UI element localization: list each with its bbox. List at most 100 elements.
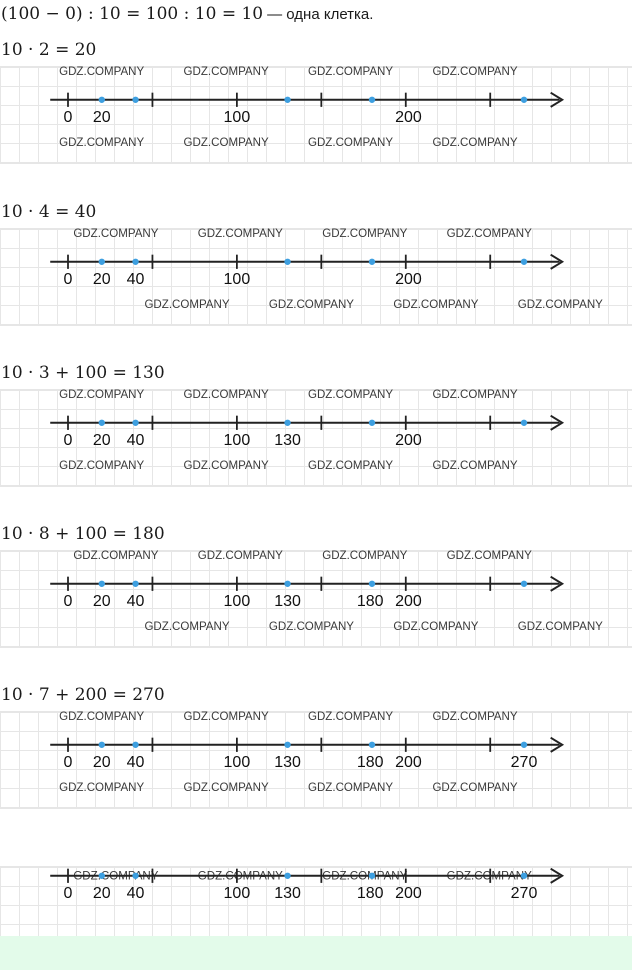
- watermark: GDZ.COMPANY: [308, 711, 393, 723]
- watermark: GDZ.COMPANY: [184, 460, 269, 472]
- watermark: GDZ.COMPANY: [269, 299, 354, 311]
- watermark: GDZ.COMPANY: [308, 137, 393, 149]
- watermark: GDZ.COMPANY: [308, 460, 393, 472]
- grid-paper: [0, 711, 632, 809]
- tick-label: 100: [224, 432, 251, 449]
- point-marker: [98, 872, 105, 879]
- watermark: GDZ.COMPANY: [73, 550, 158, 562]
- step-equation: 10 · 4 = 40: [1, 202, 97, 222]
- grid-paper: [0, 66, 632, 164]
- watermark: GDZ.COMPANY: [198, 550, 283, 562]
- watermark: GDZ.COMPANY: [308, 389, 393, 401]
- watermark: GDZ.COMPANY: [432, 137, 517, 149]
- header-note: — одна клетка.: [267, 6, 374, 23]
- tick-label: 20: [93, 271, 111, 288]
- tick-label: 200: [395, 885, 422, 902]
- tick-label: 0: [64, 109, 73, 126]
- number-line: GDZ.COMPANYGDZ.COMPANYGDZ.COMPANYGDZ.COM…: [50, 867, 565, 902]
- tick-label: 100: [224, 885, 251, 902]
- tick-label: 100: [224, 109, 251, 126]
- watermark: GDZ.COMPANY: [393, 299, 478, 311]
- watermark: GDZ.COMPANY: [308, 782, 393, 794]
- watermark: GDZ.COMPANY: [73, 228, 158, 240]
- watermark: GDZ.COMPANY: [59, 137, 144, 149]
- tick-label: 40: [127, 593, 145, 610]
- point-marker: [132, 741, 139, 748]
- number-line: GDZ.COMPANY GDZ.COMPANY GDZ.COMPANY GDZ.COM…: [50, 66, 565, 149]
- watermark: GDZ.COMPANY: [447, 228, 532, 240]
- point-marker: [520, 580, 528, 587]
- point-marker: [368, 96, 376, 103]
- point-marker: [98, 580, 105, 587]
- point-marker: [520, 419, 528, 426]
- watermark: GDZ.COMPANY: [144, 299, 229, 311]
- axis-arrow: [550, 253, 565, 270]
- tick-label: 270: [511, 754, 538, 771]
- point-marker: [520, 258, 528, 265]
- watermark: GDZ.COMPANY: [322, 550, 407, 562]
- step-equation: 10 · 8 + 100 = 180: [1, 524, 165, 544]
- tick-label: 0: [64, 271, 73, 288]
- point-marker: [368, 872, 376, 879]
- tick-label: 130: [274, 885, 301, 902]
- watermark: GDZ.COMPANY: [432, 389, 517, 401]
- tick-label: 20: [93, 593, 111, 610]
- tick-label: 200: [395, 432, 422, 449]
- grid-paper: [0, 228, 632, 326]
- watermark: GDZ.COMPANY: [198, 228, 283, 240]
- point-marker: [132, 580, 139, 587]
- tick-label: 130: [274, 593, 301, 610]
- tick-label: 180: [357, 754, 384, 771]
- point-marker: [284, 258, 291, 265]
- point-marker: [284, 96, 291, 103]
- grid-paper: [0, 389, 632, 487]
- watermark: GDZ.COMPANY: [184, 711, 269, 723]
- axis-arrow: [550, 414, 565, 431]
- tick-label: 130: [274, 432, 301, 449]
- point-marker: [98, 96, 105, 103]
- tick-label: 270: [511, 885, 538, 902]
- tick-label: 20: [93, 885, 111, 902]
- step-equation: 10 · 2 = 20: [1, 40, 97, 60]
- point-marker: [132, 872, 139, 879]
- tick-label: 130: [274, 754, 301, 771]
- watermark: GDZ.COMPANY: [59, 460, 144, 472]
- point-marker: [132, 258, 139, 265]
- watermark: GDZ.COMPANY: [432, 460, 517, 472]
- tick-label: 20: [93, 109, 111, 126]
- tick-label: 180: [357, 593, 384, 610]
- axis-arrow: [550, 91, 565, 108]
- tick-label: 200: [395, 271, 422, 288]
- watermark: GDZ.COMPANY: [144, 621, 229, 633]
- watermark: GDZ.COMPANY: [518, 299, 603, 311]
- point-marker: [284, 419, 291, 426]
- point-marker: [284, 580, 291, 587]
- tick-label: 20: [93, 432, 111, 449]
- watermark: GDZ.COMPANY: [269, 621, 354, 633]
- footer-band: [0, 936, 632, 970]
- tick-label: 40: [127, 271, 145, 288]
- tick-label: 40: [127, 885, 145, 902]
- point-marker: [368, 741, 376, 748]
- step-equation: 10 · 3 + 100 = 130: [1, 363, 165, 383]
- tick-label: 200: [395, 754, 422, 771]
- tick-label: 40: [127, 754, 145, 771]
- watermark: GDZ.COMPANY: [393, 621, 478, 633]
- point-marker: [520, 872, 528, 879]
- point-marker: [368, 580, 376, 587]
- tick-label: 100: [224, 593, 251, 610]
- tick-label: 0: [64, 885, 73, 902]
- watermark: GDZ.COMPANY: [432, 66, 517, 78]
- watermark: GDZ.COMPANY: [59, 782, 144, 794]
- number-line: GDZ.COMPANY GDZ.COMPANY GDZ.COMPANY GDZ.COM…: [50, 550, 603, 633]
- number-line: GDZ.COMPANY GDZ.COMPANY GDZ.COMPANY GDZ.COM…: [50, 389, 565, 472]
- tick-label: 100: [224, 754, 251, 771]
- axis-arrow: [550, 575, 565, 592]
- grid-paper: [0, 550, 632, 648]
- watermark: GDZ.COMPANY: [322, 228, 407, 240]
- tick-label: 100: [224, 271, 251, 288]
- point-marker: [132, 96, 139, 103]
- watermark: GDZ.COMPANY: [518, 621, 603, 633]
- axis-arrow: [550, 736, 565, 753]
- tick-label: 200: [395, 593, 422, 610]
